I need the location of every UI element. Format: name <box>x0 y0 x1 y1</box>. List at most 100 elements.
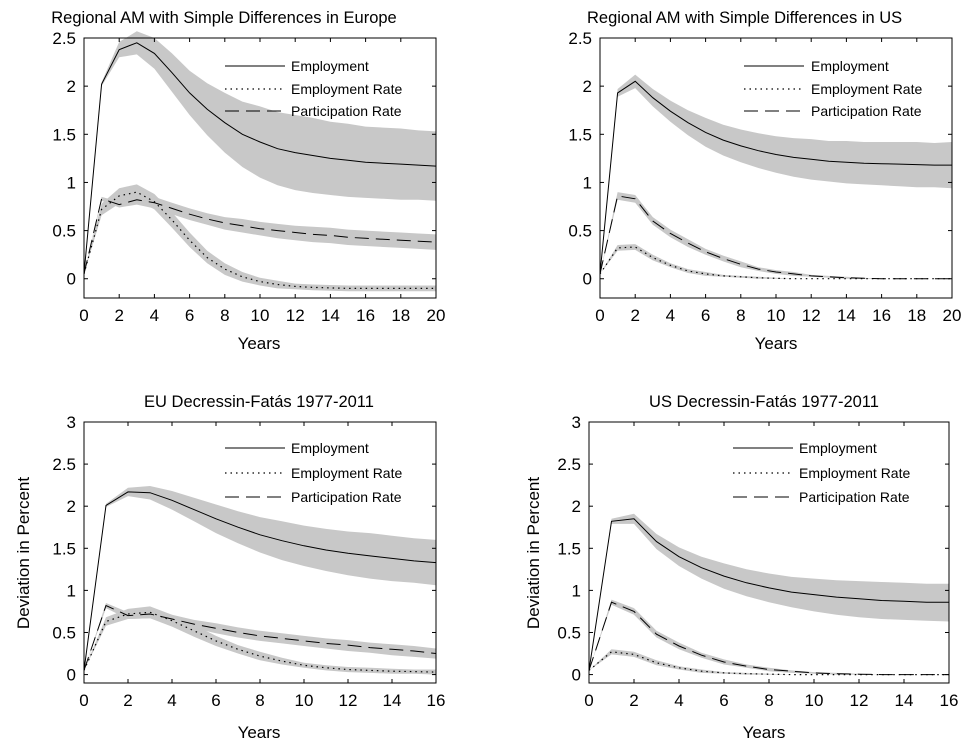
series-line-employment <box>599 80 952 274</box>
y-tick-label: 2.5 <box>52 29 76 48</box>
x-tick-label: 2 <box>123 691 132 710</box>
confidence-band-participation-rate <box>84 603 436 671</box>
x-tick-label: 12 <box>850 691 869 710</box>
y-tick-label: 0.5 <box>52 623 76 642</box>
x-tick-label: 4 <box>167 691 176 710</box>
panel-title: EU Decressin-Fatás 1977-2011 <box>144 393 374 411</box>
legend-label-employment-rate: Employment Rate <box>799 465 910 481</box>
x-tick-label: 8 <box>764 691 773 710</box>
x-tick-label: 0 <box>79 306 88 325</box>
y-tick-label: 0.5 <box>52 222 76 241</box>
series-line-participation-rate <box>588 601 949 676</box>
series-line-employment-rate <box>83 191 436 289</box>
x-tick-label: 8 <box>220 306 229 325</box>
y-tick-label: 2.5 <box>568 29 592 48</box>
confidence-band-employment <box>84 31 436 274</box>
x-tick-label: 12 <box>339 691 358 710</box>
x-tick-label: 18 <box>907 306 926 325</box>
y-axis-label: Deviation in Percent <box>14 477 33 629</box>
y-tick-label: 1 <box>583 173 592 192</box>
y-tick-label: 1.5 <box>568 125 592 144</box>
y-tick-label: 1.5 <box>52 539 76 558</box>
legend-label-participation-rate: Participation Rate <box>811 103 922 119</box>
y-tick-label: 0.5 <box>557 623 581 642</box>
x-tick-label: 0 <box>79 691 88 710</box>
legend-label-employment: Employment <box>799 440 877 456</box>
x-tick-label: 12 <box>802 306 821 325</box>
legend-label-employment-rate: Employment Rate <box>291 465 402 481</box>
x-tick-label: 0 <box>584 691 593 710</box>
confidence-band-employment-rate <box>84 606 436 675</box>
confidence-band-employment <box>589 513 949 671</box>
y-tick-label: 0 <box>583 270 592 289</box>
plot-area: 0 2 4 6 8 10 12 14 16 0 0.5 1 1.5 2 2.5 3 <box>557 413 958 710</box>
series-line-employment-rate <box>599 246 952 280</box>
x-tick-label: 8 <box>255 691 264 710</box>
x-tick-label: 10 <box>251 306 270 325</box>
legend: Employment Employment Rate Participation… <box>225 440 402 505</box>
x-tick-label: 20 <box>943 306 962 325</box>
x-tick-label: 10 <box>295 691 314 710</box>
confidence-band-participation-rate <box>600 192 952 279</box>
confidence-band-participation-rate <box>84 195 436 274</box>
y-tick-label: 1.5 <box>557 539 581 558</box>
legend: Employment Employment Rate Participation… <box>225 58 402 119</box>
y-axis-label: Deviation in Percent <box>524 477 543 629</box>
axes-frame <box>588 421 950 684</box>
legend-label-participation-rate: Participation Rate <box>291 103 402 119</box>
x-tick-label: 4 <box>150 306 159 325</box>
series-line-participation-rate <box>83 198 437 275</box>
y-tick-label: 1 <box>572 581 581 600</box>
panel-europe-regional-am: Regional AM with Simple Differences in E… <box>51 9 445 353</box>
series-line-participation-rate <box>83 604 437 671</box>
y-tick-label: 1 <box>67 581 76 600</box>
y-tick-label: 1 <box>67 173 76 192</box>
x-tick-label: 12 <box>286 306 305 325</box>
y-tick-label: 0 <box>67 666 76 685</box>
legend: Employment Employment Rate Participation… <box>733 440 910 505</box>
series-line-employment <box>588 518 949 671</box>
y-tick-label: 2 <box>572 497 581 516</box>
x-tick-label: 16 <box>356 306 375 325</box>
x-axis-label: Years <box>238 723 281 742</box>
plot-area: 0 2 4 6 8 10 12 14 16 18 20 0 0.5 1 1.5 2 2.5 <box>52 29 445 325</box>
x-tick-label: 14 <box>837 306 856 325</box>
y-tick-label: 2 <box>67 77 76 96</box>
legend-label-employment: Employment <box>291 58 369 74</box>
panel-title: US Decressin-Fatás 1977-2011 <box>649 393 879 411</box>
legend-label-employment: Employment <box>811 58 889 74</box>
confidence-band-employment-rate <box>84 184 436 292</box>
legend: Employment Employment Rate Participation… <box>744 58 922 119</box>
panel-title: Regional AM with Simple Differences in U… <box>587 9 902 27</box>
y-tick-label: 2 <box>583 77 592 96</box>
x-tick-label: 10 <box>767 306 786 325</box>
legend-label-employment-rate: Employment Rate <box>811 81 922 97</box>
x-tick-label: 4 <box>666 306 675 325</box>
plot-area: 0 2 4 6 8 10 12 14 16 0 0.5 1 1.5 2 2.5 3 <box>52 413 445 710</box>
confidence-band-employment <box>84 486 436 671</box>
panel-us-decressin-fatas: US Decressin-Fatás 1977-2011 0 2 4 6 8 10 12 14… <box>524 393 958 742</box>
panel-eu-decressin-fatas: EU Decressin-Fatás 1977-2011 0 2 4 6 8 10 12 14… <box>14 393 445 742</box>
x-tick-label: 14 <box>383 691 402 710</box>
x-tick-label: 18 <box>391 306 410 325</box>
series-line-employment <box>83 491 437 671</box>
legend-label-participation-rate: Participation Rate <box>291 489 402 505</box>
confidence-band-employment-rate <box>600 244 952 279</box>
x-axis-label: Years <box>755 334 798 353</box>
y-tick-label: 0 <box>572 666 581 685</box>
x-tick-label: 16 <box>872 306 891 325</box>
y-tick-label: 2 <box>67 497 76 516</box>
y-tick-label: 0.5 <box>568 222 592 241</box>
x-tick-label: 6 <box>719 691 728 710</box>
x-tick-label: 0 <box>595 306 604 325</box>
x-tick-label: 2 <box>630 306 639 325</box>
legend-label-employment-rate: Employment Rate <box>291 81 402 97</box>
x-tick-label: 14 <box>895 691 914 710</box>
x-tick-label: 10 <box>805 691 824 710</box>
panel-us-regional-am: Regional AM with Simple Differences in U… <box>568 9 961 353</box>
x-tick-label: 6 <box>211 691 220 710</box>
y-tick-label: 1.5 <box>52 125 76 144</box>
y-tick-label: 3 <box>67 413 76 432</box>
x-tick-label: 14 <box>321 306 340 325</box>
